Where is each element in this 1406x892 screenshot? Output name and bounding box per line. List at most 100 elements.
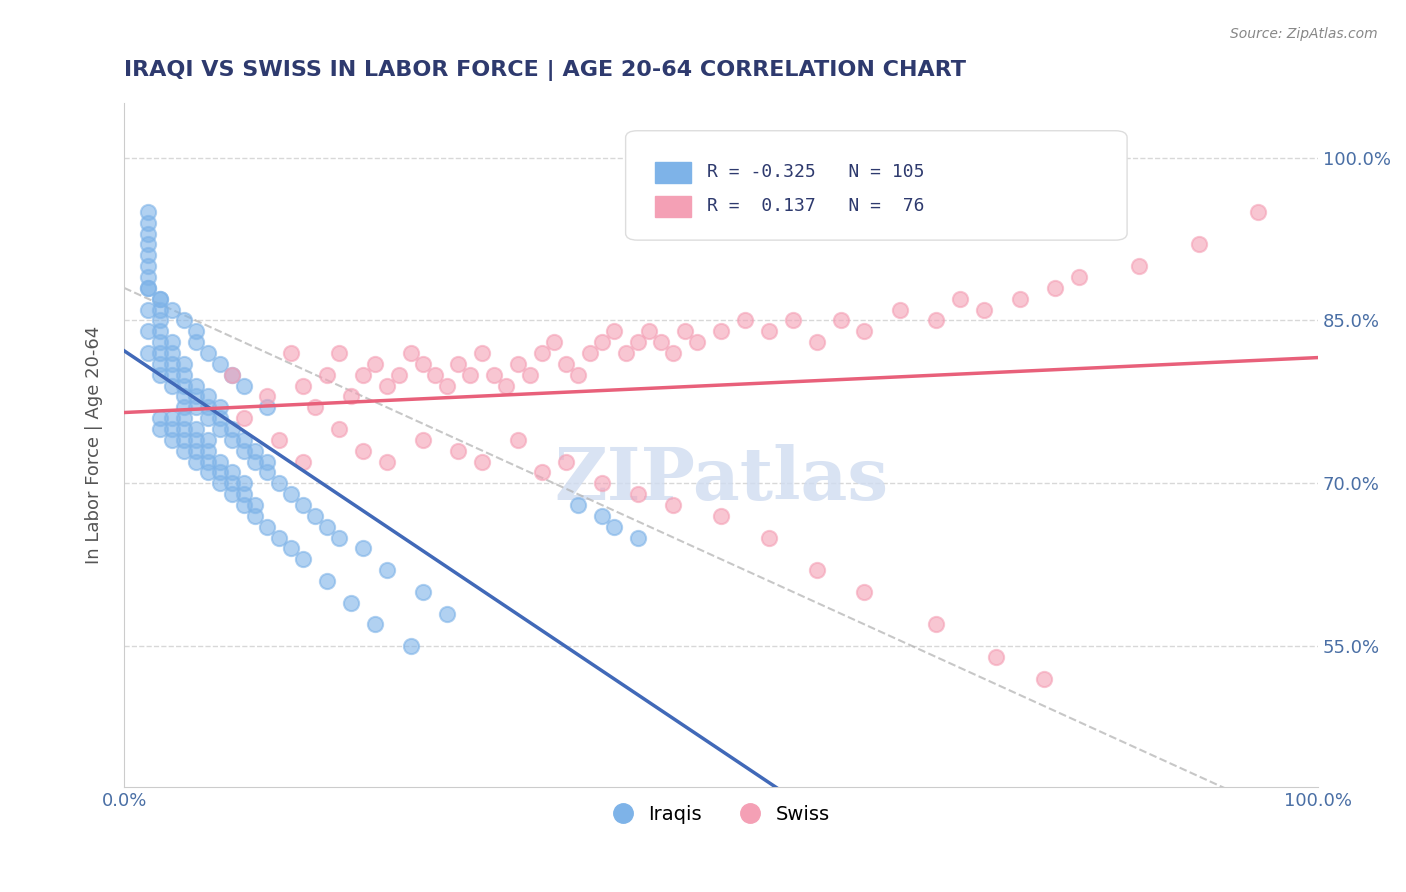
Point <box>173 411 195 425</box>
Point <box>280 541 302 556</box>
Point <box>173 422 195 436</box>
Point <box>160 368 183 382</box>
Point <box>602 519 624 533</box>
Point <box>208 411 231 425</box>
Legend: Iraqis, Swiss: Iraqis, Swiss <box>605 797 837 832</box>
Point <box>925 313 948 327</box>
Point <box>149 346 172 360</box>
Point <box>136 227 159 241</box>
Point <box>184 443 207 458</box>
Text: R = -0.325   N = 105: R = -0.325 N = 105 <box>707 162 924 181</box>
Point <box>602 324 624 338</box>
Point <box>626 335 648 350</box>
Point <box>973 302 995 317</box>
Point <box>447 443 470 458</box>
Point <box>184 401 207 415</box>
Point <box>173 401 195 415</box>
Point <box>853 324 876 338</box>
Point <box>340 596 363 610</box>
Point <box>614 346 637 360</box>
Point <box>591 476 613 491</box>
Point <box>662 498 685 512</box>
Point <box>292 454 315 468</box>
Point <box>578 346 600 360</box>
Point <box>292 552 315 566</box>
Point <box>184 324 207 338</box>
Point <box>925 617 948 632</box>
Point <box>149 357 172 371</box>
Point <box>232 378 254 392</box>
Point <box>221 433 243 447</box>
Point <box>160 346 183 360</box>
Point <box>184 433 207 447</box>
Point <box>197 433 219 447</box>
Point <box>662 346 685 360</box>
Point <box>173 357 195 371</box>
Point <box>626 487 648 501</box>
Point <box>256 519 278 533</box>
Point <box>280 487 302 501</box>
Point <box>221 368 243 382</box>
Point <box>197 401 219 415</box>
Point <box>436 378 458 392</box>
Point <box>173 389 195 403</box>
FancyBboxPatch shape <box>655 196 692 217</box>
Point <box>531 466 554 480</box>
Point <box>197 454 219 468</box>
Point <box>184 335 207 350</box>
Point <box>340 389 363 403</box>
Point <box>388 368 411 382</box>
Point <box>232 411 254 425</box>
Point <box>136 259 159 273</box>
Point <box>758 324 780 338</box>
Point <box>149 302 172 317</box>
Point <box>221 422 243 436</box>
Point <box>567 368 589 382</box>
Point <box>471 454 494 468</box>
Point <box>352 541 374 556</box>
Point <box>591 508 613 523</box>
Point <box>292 378 315 392</box>
Point <box>221 476 243 491</box>
Point <box>245 443 267 458</box>
Text: R =  0.137   N =  76: R = 0.137 N = 76 <box>707 197 924 215</box>
Point <box>269 476 291 491</box>
Point <box>543 335 565 350</box>
Point <box>1247 205 1270 219</box>
Point <box>160 433 183 447</box>
Text: IRAQI VS SWISS IN LABOR FORCE | AGE 20-64 CORRELATION CHART: IRAQI VS SWISS IN LABOR FORCE | AGE 20-6… <box>124 60 966 80</box>
Point <box>149 422 172 436</box>
FancyBboxPatch shape <box>655 162 692 183</box>
Point <box>208 466 231 480</box>
Point <box>853 584 876 599</box>
Point <box>160 335 183 350</box>
Point <box>136 248 159 262</box>
Point <box>173 378 195 392</box>
Point <box>208 422 231 436</box>
Point <box>269 433 291 447</box>
Point <box>208 476 231 491</box>
Point <box>555 357 578 371</box>
Point <box>352 368 374 382</box>
Point <box>208 454 231 468</box>
Point <box>197 411 219 425</box>
Point <box>173 313 195 327</box>
Point <box>149 292 172 306</box>
Point <box>447 357 470 371</box>
Point <box>436 607 458 621</box>
Text: ZIPatlas: ZIPatlas <box>554 444 889 515</box>
Point <box>136 205 159 219</box>
Point <box>375 454 398 468</box>
Point <box>208 357 231 371</box>
Point <box>149 411 172 425</box>
Point <box>364 617 387 632</box>
Point <box>136 302 159 317</box>
Point <box>136 281 159 295</box>
Point <box>484 368 506 382</box>
Point <box>256 466 278 480</box>
Point <box>160 422 183 436</box>
Point <box>173 433 195 447</box>
Point <box>197 389 219 403</box>
Point <box>686 335 709 350</box>
Point <box>184 454 207 468</box>
